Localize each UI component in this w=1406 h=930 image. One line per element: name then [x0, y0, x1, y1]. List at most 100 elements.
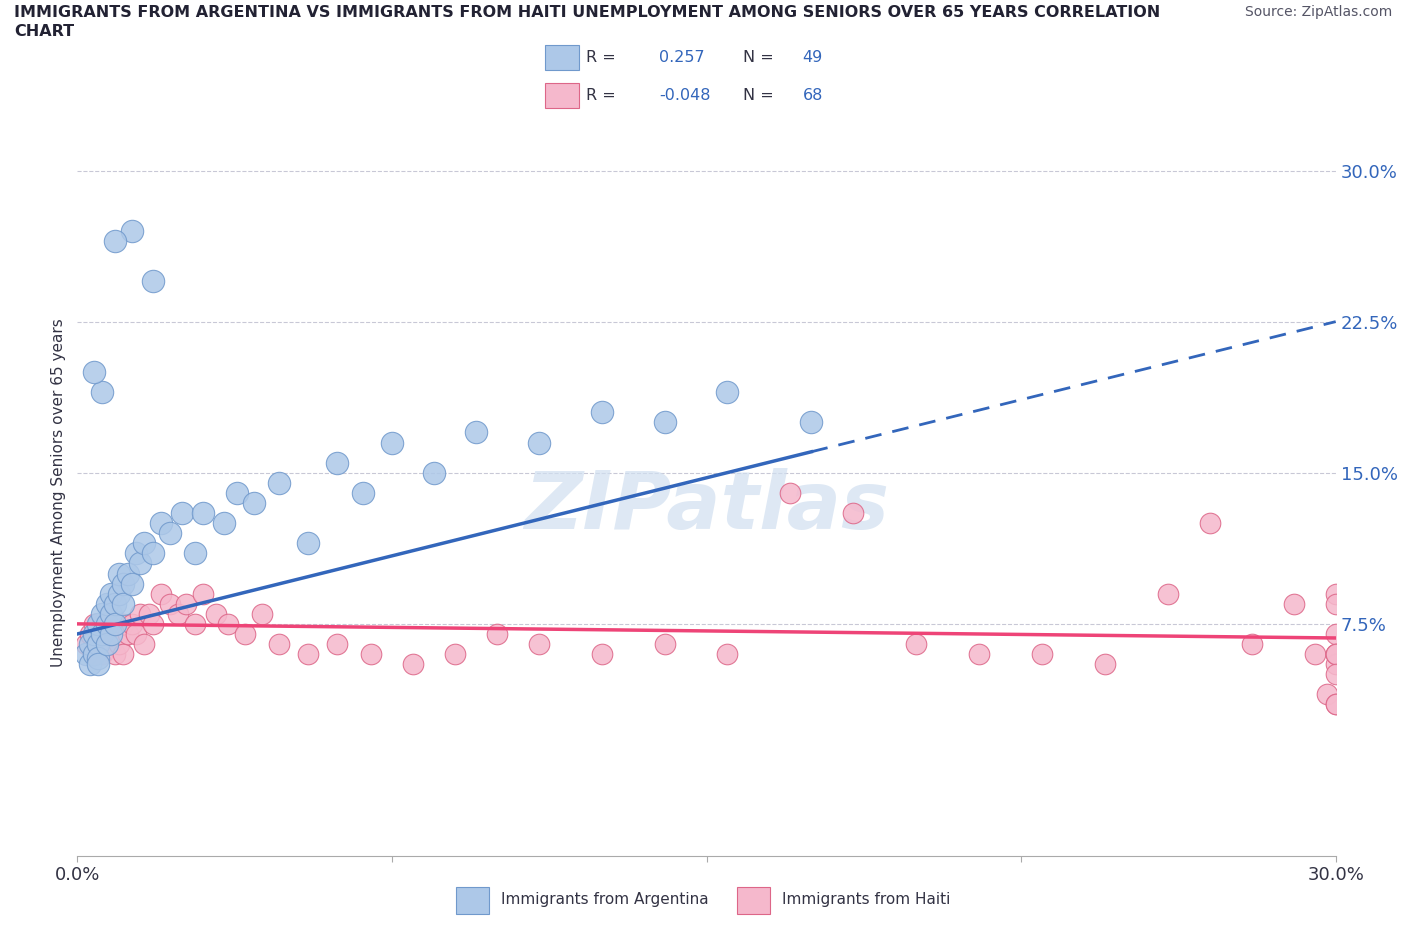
Point [1316, 687, 1339, 702]
Bar [546, 83, 579, 109]
Point [87, 637, 110, 652]
Point [112, 617, 135, 631]
Point [104, 233, 127, 248]
Point [1324, 657, 1347, 671]
Point [100, 627, 122, 642]
Bar [737, 887, 770, 914]
Point [297, 536, 319, 551]
Text: 68: 68 [803, 88, 823, 103]
Point [91, 646, 114, 661]
Text: ZIPatlas: ZIPatlas [524, 469, 889, 547]
Point [1240, 637, 1263, 652]
Point [83, 646, 105, 661]
Point [159, 596, 181, 611]
Point [79, 627, 101, 642]
Point [121, 577, 143, 591]
Point [326, 456, 349, 471]
Point [108, 637, 131, 652]
Point [91, 385, 114, 400]
Point [112, 577, 135, 591]
Point [267, 475, 290, 490]
Point [423, 465, 446, 480]
Point [1324, 646, 1347, 661]
Point [96, 637, 118, 652]
Point [654, 415, 676, 430]
Point [75, 646, 97, 661]
Text: N =: N = [742, 88, 779, 103]
Point [91, 617, 114, 631]
Y-axis label: Unemployment Among Seniors over 65 years: Unemployment Among Seniors over 65 years [51, 319, 66, 668]
Point [527, 435, 550, 450]
Point [297, 646, 319, 661]
Point [150, 516, 173, 531]
Point [96, 596, 118, 611]
Point [654, 637, 676, 652]
Point [1324, 586, 1347, 601]
Text: 49: 49 [803, 50, 823, 65]
Bar [546, 46, 579, 71]
Text: R =: R = [586, 50, 621, 65]
Point [83, 365, 105, 379]
Point [108, 566, 131, 581]
Point [150, 586, 173, 601]
Point [1324, 698, 1347, 712]
Point [79, 657, 101, 671]
Point [112, 596, 135, 611]
Point [591, 646, 613, 661]
Point [250, 606, 273, 621]
Text: N =: N = [742, 50, 779, 65]
Point [100, 617, 122, 631]
Point [142, 617, 165, 631]
Point [87, 627, 110, 642]
Point [121, 617, 143, 631]
Point [1324, 698, 1347, 712]
Point [184, 546, 207, 561]
Point [100, 606, 122, 621]
Point [121, 223, 143, 238]
Point [191, 586, 215, 601]
Point [134, 536, 156, 551]
Point [117, 566, 139, 581]
Point [1324, 667, 1347, 682]
Point [87, 651, 110, 666]
Text: R =: R = [586, 88, 621, 103]
Point [96, 617, 118, 631]
Point [242, 496, 264, 511]
Point [104, 596, 127, 611]
Point [1094, 657, 1116, 671]
Point [125, 546, 148, 561]
Point [100, 637, 122, 652]
Point [217, 617, 239, 631]
Point [444, 646, 467, 661]
Point [1324, 646, 1347, 661]
Point [134, 637, 156, 652]
Point [142, 546, 165, 561]
Point [225, 485, 247, 500]
Point [83, 627, 105, 642]
Point [1157, 586, 1180, 601]
Point [167, 606, 190, 621]
Point [1324, 596, 1347, 611]
Text: Source: ZipAtlas.com: Source: ZipAtlas.com [1244, 5, 1392, 19]
Point [117, 627, 139, 642]
Point [716, 385, 738, 400]
Point [184, 617, 207, 631]
Point [191, 506, 215, 521]
Point [204, 606, 226, 621]
Point [402, 657, 425, 671]
Point [112, 646, 135, 661]
Point [176, 596, 198, 611]
Point [125, 627, 148, 642]
Point [326, 637, 349, 652]
Point [108, 627, 131, 642]
Point [142, 274, 165, 289]
Point [485, 627, 508, 642]
Point [138, 606, 160, 621]
Text: -0.048: -0.048 [659, 88, 710, 103]
Point [1303, 646, 1326, 661]
Point [381, 435, 404, 450]
Point [1199, 516, 1222, 531]
Point [967, 646, 990, 661]
Text: Immigrants from Argentina: Immigrants from Argentina [501, 892, 709, 908]
Point [96, 627, 118, 642]
